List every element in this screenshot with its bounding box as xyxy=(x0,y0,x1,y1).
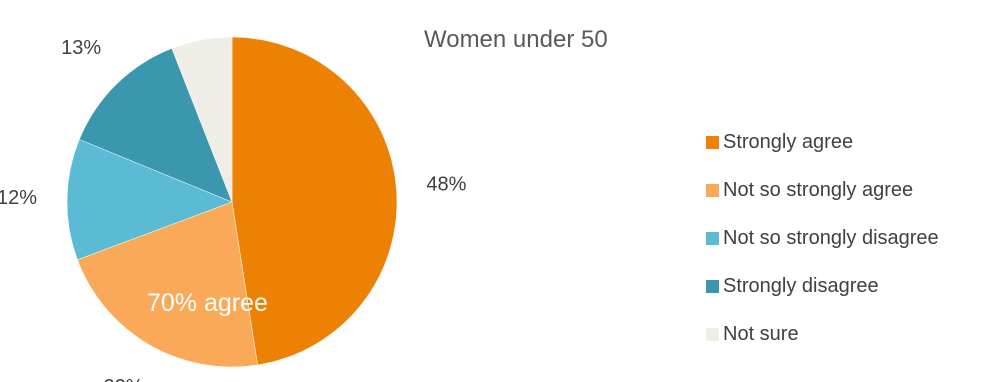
legend-item-not-so-strongly-disagree: Not so strongly disagree xyxy=(706,214,939,262)
legend-label: Not so strongly disagree xyxy=(723,226,939,249)
value-label-strongly-disagree: 13% xyxy=(61,37,101,59)
legend-swatch xyxy=(706,231,719,245)
legend-swatch xyxy=(706,183,719,197)
pie-slice-not-so-strongly-disagree xyxy=(66,139,233,261)
legend-item-not-so-strongly-agree: Not so strongly agree xyxy=(706,166,939,214)
legend-label: Strongly agree xyxy=(723,130,854,153)
legend-swatch xyxy=(706,135,719,149)
value-label-not-sure: 6% xyxy=(178,0,207,1)
value-label-not-so-strongly-agree: 22% xyxy=(104,376,144,382)
chart-legend: Strongly agree Not so strongly agree Not s… xyxy=(706,118,939,358)
agree-annotation: 70% agree xyxy=(147,289,268,317)
legend-swatch xyxy=(706,279,719,293)
pie-slices xyxy=(66,36,398,368)
legend-swatch xyxy=(706,327,719,341)
legend-item-strongly-disagree: Strongly disagree xyxy=(706,262,939,310)
chart-title: Women under 50 xyxy=(424,26,608,53)
legend-label: Not sure xyxy=(723,322,799,345)
pie-slice-not-sure xyxy=(171,36,233,203)
value-label-not-so-strongly-disagree: 12% xyxy=(0,187,37,209)
value-label-strongly-agree: 48% xyxy=(426,174,466,196)
pie-slice-strongly-disagree xyxy=(78,48,233,203)
legend-item-not-sure: Not sure xyxy=(706,310,939,358)
pie-slice-not-so-strongly-agree xyxy=(77,201,258,368)
legend-label: Strongly disagree xyxy=(723,274,879,297)
legend-label: Not so strongly agree xyxy=(723,178,914,201)
legend-item-strongly-agree: Strongly agree xyxy=(706,118,939,166)
pie-slice-strongly-agree xyxy=(231,36,398,366)
pie-value-labels: 48% 22% 12% 13% 6% xyxy=(0,0,467,382)
